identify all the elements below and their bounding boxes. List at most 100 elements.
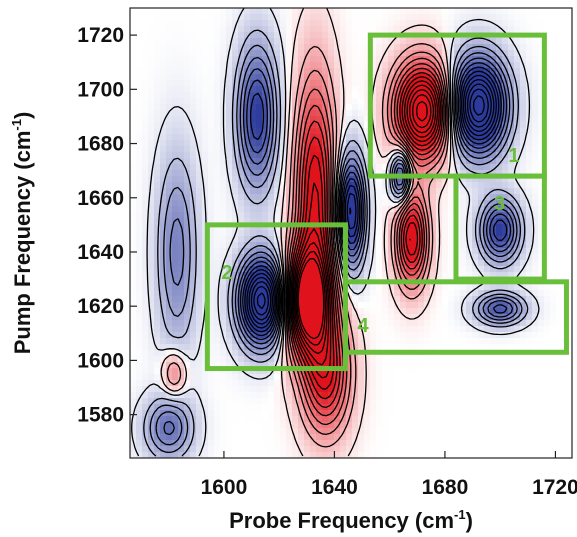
heatmap-cell xyxy=(268,26,275,33)
heatmap-cell xyxy=(172,146,179,153)
heatmap-cell xyxy=(136,176,143,183)
heatmap-cell xyxy=(142,314,149,321)
heatmap-cell xyxy=(166,392,173,399)
heatmap-cell xyxy=(316,98,323,105)
heatmap-cell xyxy=(550,80,557,87)
heatmap-cell xyxy=(400,14,407,21)
heatmap-cell xyxy=(274,122,281,129)
heatmap-cell xyxy=(274,230,281,237)
heatmap-cell xyxy=(448,194,455,201)
heatmap-cell xyxy=(538,398,545,405)
heatmap-cell xyxy=(196,146,203,153)
heatmap-cell xyxy=(442,386,449,393)
heatmap-cell xyxy=(202,140,209,147)
heatmap-cell xyxy=(214,92,221,99)
heatmap-cell xyxy=(322,110,329,117)
heatmap-cell xyxy=(238,350,245,357)
heatmap-cell xyxy=(250,116,257,123)
heatmap-cell xyxy=(256,374,263,381)
heatmap-cell xyxy=(352,38,359,45)
heatmap-cell xyxy=(196,224,203,231)
heatmap-cell xyxy=(130,224,137,231)
heatmap-cell xyxy=(406,368,413,375)
heatmap-cell xyxy=(298,20,305,27)
heatmap-cell xyxy=(454,8,461,15)
heatmap-cell xyxy=(364,50,371,57)
heatmap-cell xyxy=(208,320,215,327)
heatmap-cell xyxy=(424,236,431,243)
heatmap-cell xyxy=(436,290,443,297)
heatmap-cell xyxy=(532,38,539,45)
heatmap-cell xyxy=(136,362,143,369)
heatmap-cell xyxy=(460,170,467,177)
heatmap-cell xyxy=(292,8,299,15)
heatmap-cell xyxy=(256,32,263,39)
heatmap-cell xyxy=(448,374,455,381)
heatmap-cell xyxy=(484,380,491,387)
heatmap-cell xyxy=(274,338,281,345)
heatmap-cell xyxy=(496,170,503,177)
heatmap-cell xyxy=(508,188,515,195)
heatmap-cell xyxy=(136,350,143,357)
heatmap-cell xyxy=(346,326,353,333)
heatmap-cell xyxy=(544,284,551,291)
heatmap-cell xyxy=(442,176,449,183)
heatmap-cell xyxy=(256,158,263,165)
heatmap-cell xyxy=(520,146,527,153)
heatmap-cell xyxy=(262,338,269,345)
heatmap-cell xyxy=(310,302,317,309)
heatmap-cell xyxy=(484,236,491,243)
heatmap-cell xyxy=(196,26,203,33)
heatmap-cell xyxy=(262,80,269,87)
heatmap-cell xyxy=(508,146,515,153)
heatmap-cell xyxy=(316,32,323,39)
heatmap-cell xyxy=(226,338,233,345)
heatmap-cell xyxy=(142,266,149,273)
heatmap-cell xyxy=(412,170,419,177)
heatmap-cell xyxy=(376,134,383,141)
heatmap-cell xyxy=(496,26,503,33)
heatmap-cell xyxy=(472,56,479,63)
heatmap-layer xyxy=(130,8,572,458)
heatmap-cell xyxy=(490,356,497,363)
heatmap-cell xyxy=(562,164,569,171)
heatmap-cell xyxy=(208,260,215,267)
heatmap-cell xyxy=(226,230,233,237)
heatmap-cell xyxy=(568,164,572,171)
heatmap-cell xyxy=(316,56,323,63)
heatmap-cell xyxy=(148,266,155,273)
heatmap-cell xyxy=(322,80,329,87)
heatmap-cell xyxy=(214,56,221,63)
heatmap-cell xyxy=(526,296,533,303)
heatmap-cell xyxy=(388,146,395,153)
heatmap-cell xyxy=(154,230,161,237)
heatmap-cell xyxy=(424,218,431,225)
heatmap-cell xyxy=(514,194,521,201)
heatmap-cell xyxy=(226,194,233,201)
heatmap-cell xyxy=(568,74,572,81)
heatmap-cell xyxy=(400,218,407,225)
heatmap-cell xyxy=(202,32,209,39)
heatmap-cell xyxy=(280,374,287,381)
heatmap-cell xyxy=(160,98,167,105)
heatmap-cell xyxy=(514,68,521,75)
heatmap-cell xyxy=(556,38,563,45)
heatmap-cell xyxy=(286,74,293,81)
heatmap-cell xyxy=(364,80,371,87)
heatmap-cell xyxy=(238,164,245,171)
heatmap-cell xyxy=(436,266,443,273)
heatmap-cell xyxy=(238,380,245,387)
heatmap-cell xyxy=(484,116,491,123)
heatmap-cell xyxy=(502,134,509,141)
heatmap-cell xyxy=(172,176,179,183)
heatmap-cell xyxy=(382,302,389,309)
heatmap-cell xyxy=(496,356,503,363)
heatmap-cell xyxy=(322,32,329,39)
heatmap-cell xyxy=(412,272,419,279)
heatmap-cell xyxy=(556,32,563,39)
heatmap-cell xyxy=(280,380,287,387)
heatmap-cell xyxy=(520,134,527,141)
heatmap-cell xyxy=(358,74,365,81)
heatmap-cell xyxy=(418,314,425,321)
heatmap-cell xyxy=(514,338,521,345)
